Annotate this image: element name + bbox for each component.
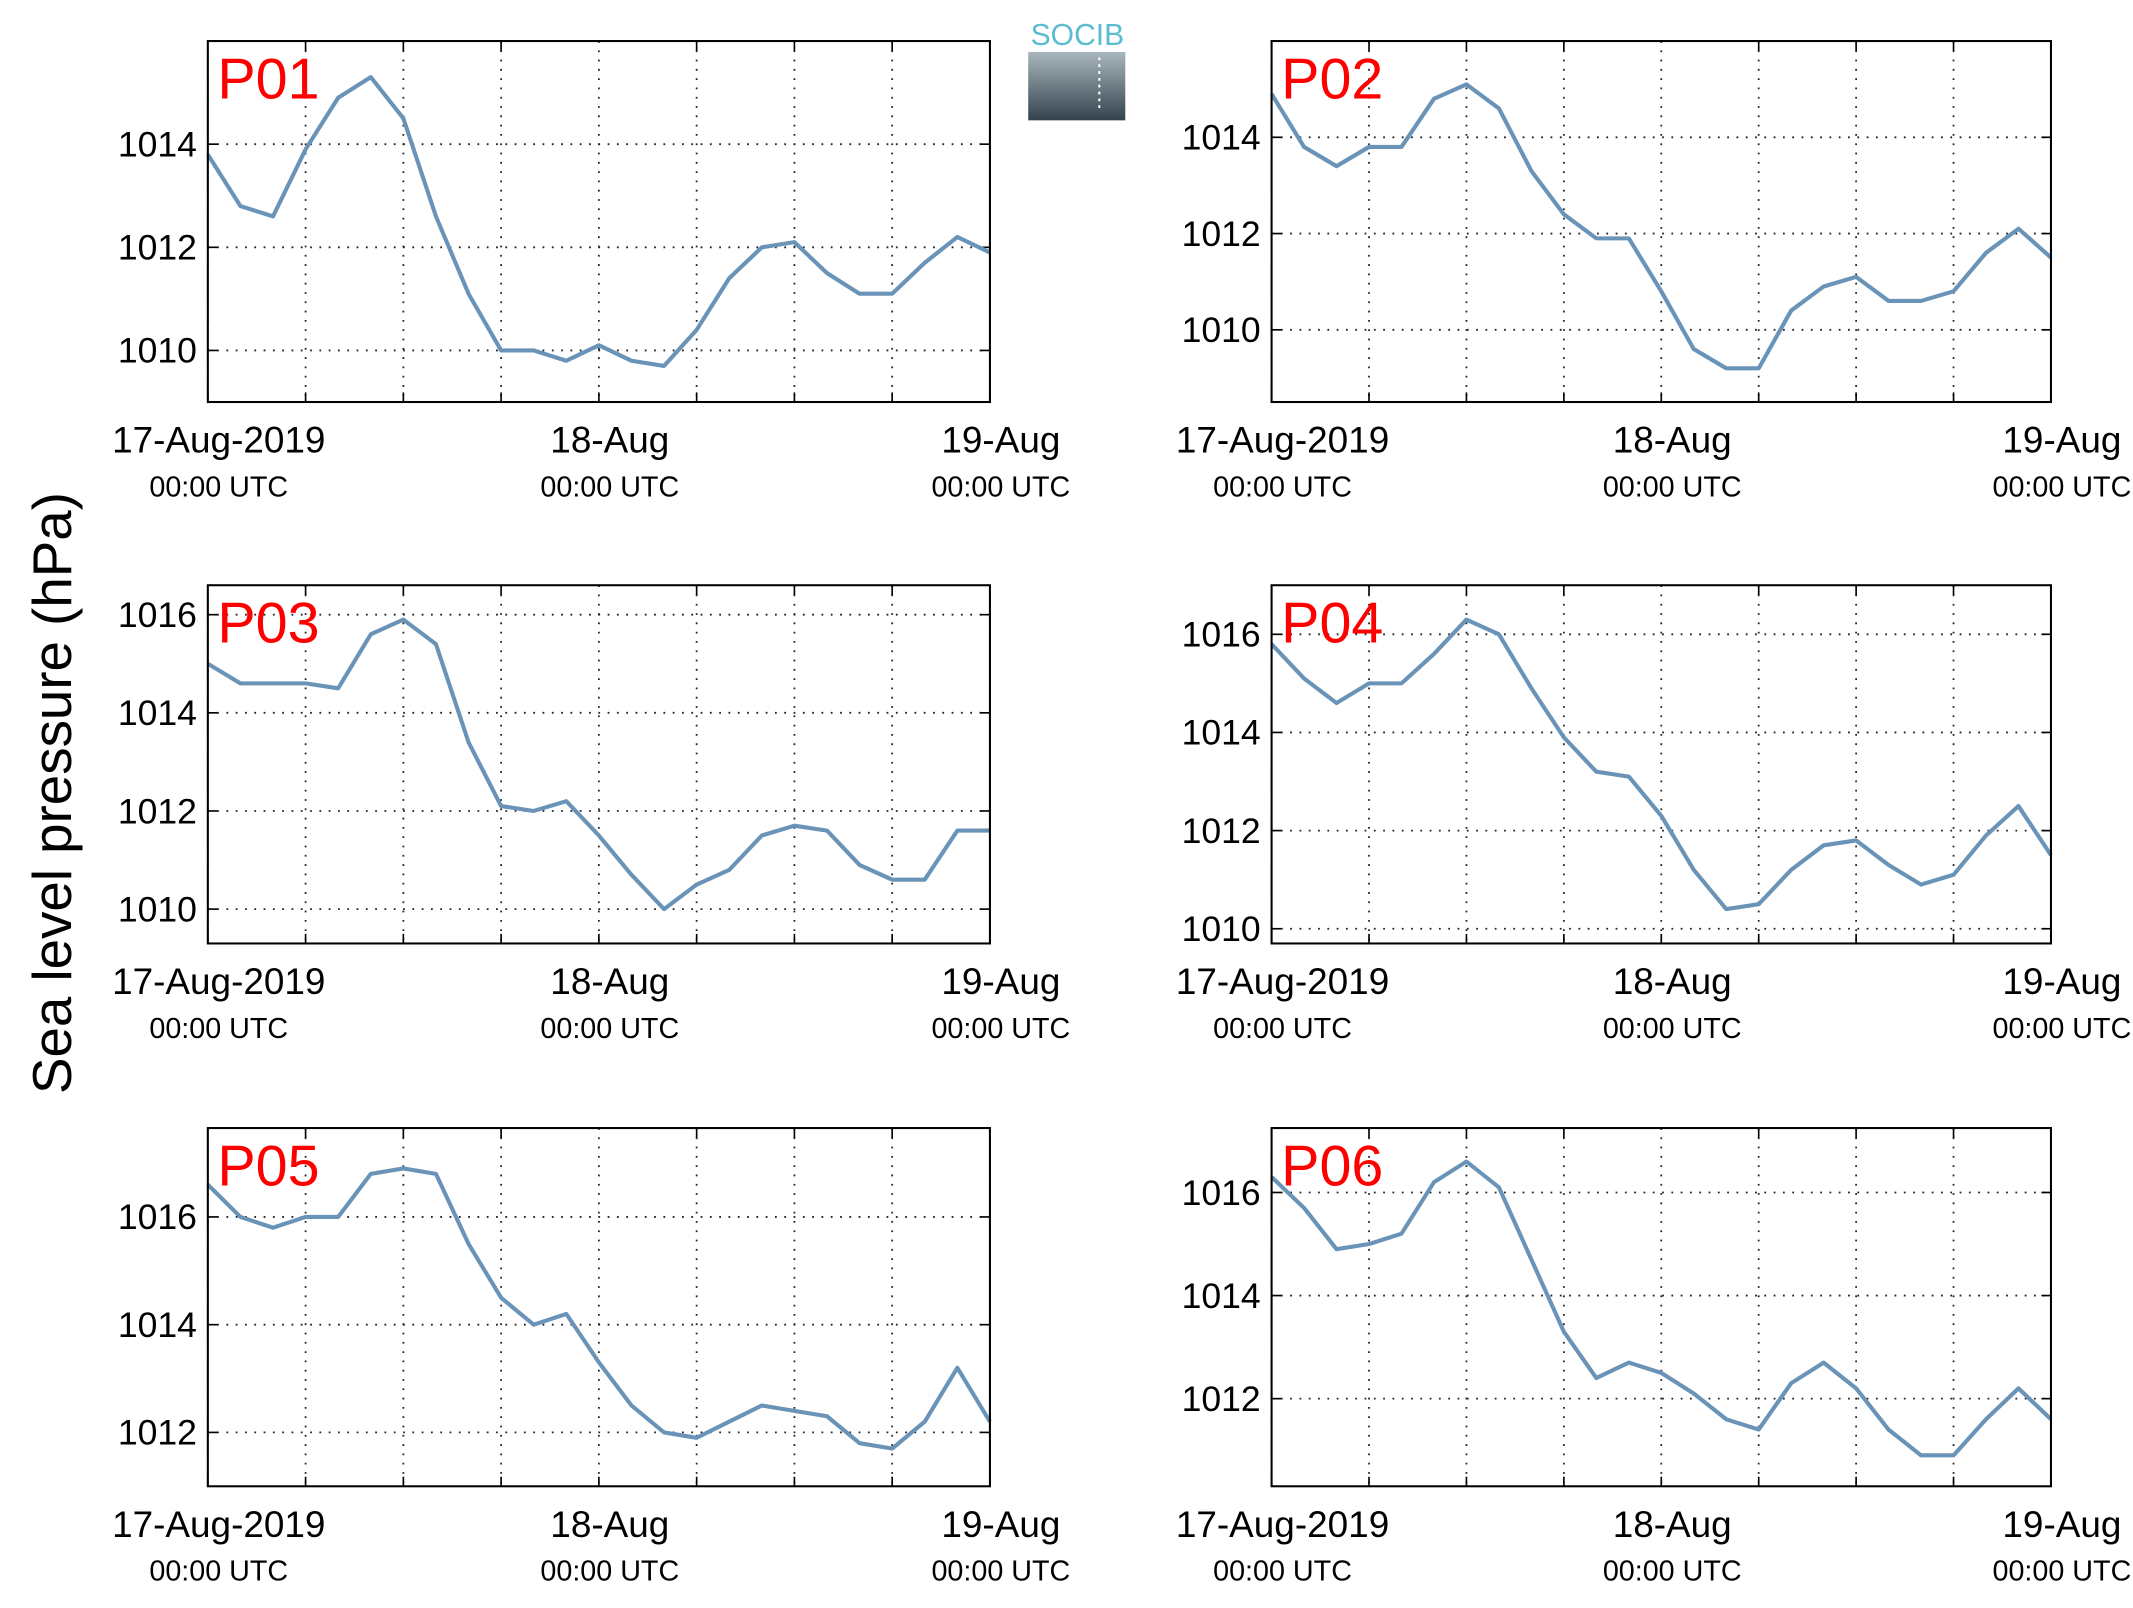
y-tick-label: 1014 bbox=[118, 124, 197, 164]
x-tick-sublabel: 00:00 UTC bbox=[1603, 471, 1742, 503]
x-tick-sublabel: 00:00 UTC bbox=[1213, 1013, 1352, 1045]
x-tick-label: 18-Aug bbox=[1613, 420, 1732, 461]
x-tick-sublabel: 00:00 UTC bbox=[149, 1013, 288, 1045]
subplot: 1012 1014 1016 17-Aug-2019 00:00 UTC 18-Aug 00… bbox=[112, 1127, 1070, 1588]
x-tick-label: 17-Aug-2019 bbox=[112, 420, 325, 461]
chart-title: P05 bbox=[217, 1134, 319, 1198]
logo-text: SOCIB bbox=[1031, 19, 1125, 52]
chart-title: P03 bbox=[217, 592, 319, 656]
x-tick-sublabel: 00:00 UTC bbox=[1603, 1556, 1742, 1588]
data-line bbox=[206, 617, 990, 912]
y-tick-label: 1012 bbox=[118, 1413, 197, 1453]
y-tick-label: 1014 bbox=[1182, 713, 1261, 753]
x-tick-label: 17-Aug-2019 bbox=[112, 1504, 325, 1545]
plot-area bbox=[1271, 585, 2051, 944]
y-tick-label: 1016 bbox=[1182, 1173, 1261, 1213]
x-tick-sublabel: 00:00 UTC bbox=[1213, 471, 1352, 503]
x-tick-sublabel: 00:00 UTC bbox=[1213, 1556, 1352, 1588]
y-tick-label: 1012 bbox=[1182, 214, 1261, 254]
x-tick-sublabel: 00:00 UTC bbox=[149, 471, 288, 503]
x-tick-label: 19-Aug bbox=[941, 961, 1060, 1002]
x-tick-label: 17-Aug-2019 bbox=[112, 961, 325, 1002]
x-tick-label: 18-Aug bbox=[1613, 961, 1732, 1002]
plot-frame bbox=[206, 584, 991, 945]
chart-title: P06 bbox=[1281, 1134, 1383, 1198]
x-tick-sublabel: 00:00 UTC bbox=[1993, 1013, 2132, 1045]
y-tick-label: 1010 bbox=[1182, 310, 1261, 350]
chart-title: P04 bbox=[1281, 592, 1383, 656]
data-line bbox=[1269, 82, 2053, 371]
x-tick-sublabel: 00:00 UTC bbox=[149, 1556, 288, 1588]
x-tick-sublabel: 00:00 UTC bbox=[540, 471, 679, 503]
x-tick-sublabel: 00:00 UTC bbox=[540, 1013, 679, 1045]
y-tick-label: 1016 bbox=[118, 595, 197, 635]
y-tick-label: 1012 bbox=[118, 791, 197, 831]
x-tick-label: 19-Aug bbox=[941, 420, 1060, 461]
y-tick-label: 1014 bbox=[118, 693, 197, 733]
plot-frame bbox=[1270, 40, 2052, 404]
x-tick-sublabel: 00:00 UTC bbox=[1603, 1013, 1742, 1045]
y-tick-label: 1014 bbox=[1182, 118, 1261, 158]
y-tick-label: 1012 bbox=[118, 228, 197, 268]
y-tick-label: 1012 bbox=[1182, 811, 1261, 851]
plot-frame bbox=[1270, 1127, 2052, 1488]
plot-frame bbox=[1270, 584, 2052, 945]
y-tick-label: 1014 bbox=[1182, 1276, 1261, 1316]
x-tick-label: 17-Aug-2019 bbox=[1176, 1504, 1389, 1545]
plot-area bbox=[1271, 41, 2051, 403]
x-tick-sublabel: 00:00 UTC bbox=[931, 471, 1070, 503]
x-tick-label: 17-Aug-2019 bbox=[1176, 961, 1389, 1002]
x-tick-sublabel: 00:00 UTC bbox=[1993, 471, 2132, 503]
x-tick-label: 19-Aug bbox=[941, 1504, 1060, 1545]
plot-frame bbox=[206, 1127, 991, 1488]
x-tick-sublabel: 00:00 UTC bbox=[540, 1556, 679, 1588]
y-tick-label: 1016 bbox=[1182, 615, 1261, 655]
y-tick-label: 1010 bbox=[118, 889, 197, 929]
subplot: 1010 1012 1014 17-Aug-2019 00:00 UTC 18-Aug 00… bbox=[112, 40, 1070, 503]
logo: SOCIB bbox=[1028, 19, 1126, 121]
y-tick-label: 1014 bbox=[118, 1305, 197, 1345]
data-line bbox=[1270, 1159, 2053, 1458]
x-tick-sublabel: 00:00 UTC bbox=[931, 1013, 1070, 1045]
data-line bbox=[1270, 617, 2053, 912]
y-axis-label: Sea level pressure (hPa) bbox=[21, 492, 83, 1094]
data-line bbox=[206, 75, 991, 368]
data-line bbox=[206, 1166, 992, 1451]
x-tick-label: 19-Aug bbox=[2002, 961, 2121, 1002]
subplot: 1012 1014 1016 17-Aug-2019 00:00 UTC 18-Aug 00… bbox=[1176, 1127, 2132, 1588]
x-tick-label: 19-Aug bbox=[2002, 1504, 2121, 1545]
x-tick-label: 19-Aug bbox=[2002, 420, 2121, 461]
chart-title: P02 bbox=[1281, 47, 1383, 111]
y-tick-label: 1012 bbox=[1182, 1379, 1261, 1419]
subplot: 1010 1012 1014 17-Aug-2019 00:00 UTC 18-Aug 00… bbox=[1176, 40, 2132, 503]
subplot: 1010 1012 1014 1016 17-Aug-2019 00:00 UTC 18-A… bbox=[112, 584, 1070, 1045]
subplot: 1010 1012 1014 1016 17-Aug-2019 00:00 UTC 18-A… bbox=[1176, 584, 2132, 1045]
y-tick-label: 1010 bbox=[118, 331, 197, 371]
x-tick-label: 18-Aug bbox=[550, 420, 669, 461]
x-tick-label: 18-Aug bbox=[550, 961, 669, 1002]
x-tick-label: 17-Aug-2019 bbox=[1176, 420, 1389, 461]
chart-title: P01 bbox=[217, 47, 319, 111]
plot-area bbox=[207, 585, 990, 944]
y-tick-label: 1010 bbox=[1182, 909, 1261, 949]
x-tick-sublabel: 00:00 UTC bbox=[931, 1556, 1070, 1588]
plot-frame bbox=[206, 40, 991, 404]
logo-box bbox=[1028, 51, 1126, 121]
x-tick-sublabel: 00:00 UTC bbox=[1993, 1556, 2132, 1588]
x-tick-label: 18-Aug bbox=[1613, 1504, 1732, 1545]
x-tick-label: 18-Aug bbox=[550, 1504, 669, 1545]
plot-area bbox=[1271, 1128, 2051, 1487]
y-tick-label: 1016 bbox=[118, 1197, 197, 1237]
